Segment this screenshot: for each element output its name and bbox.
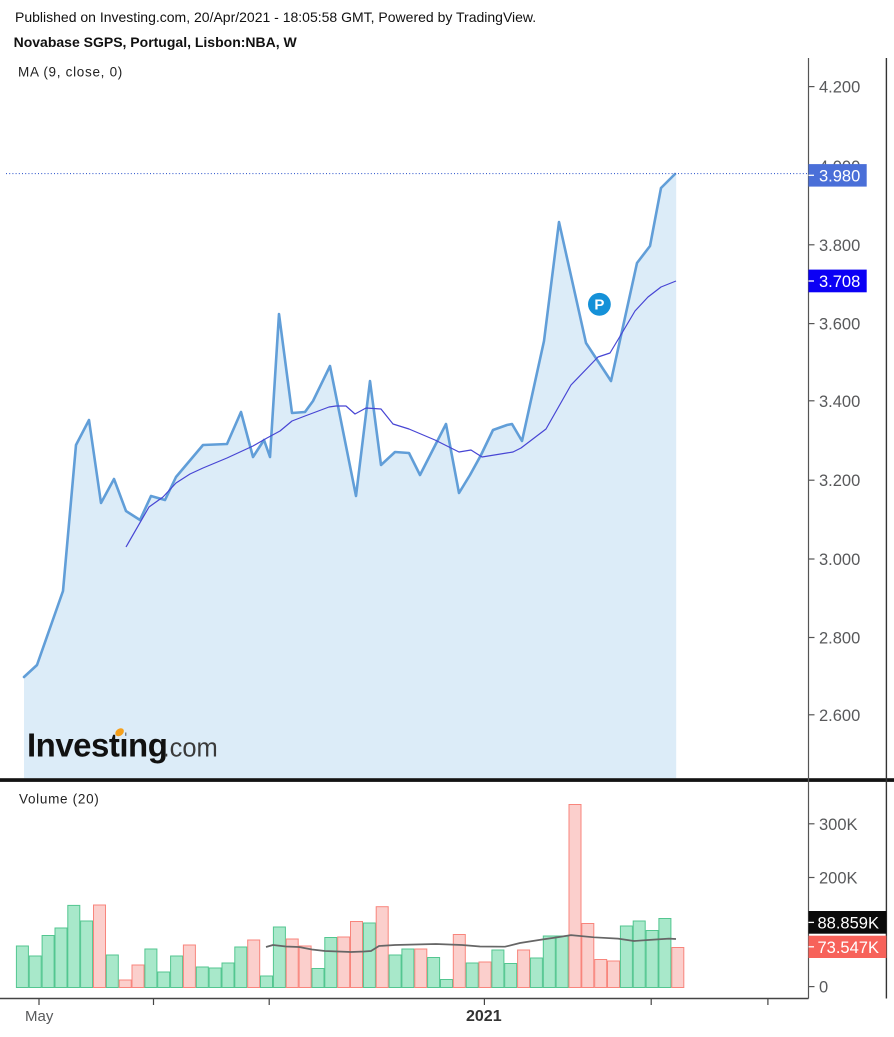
- svg-text:3.600: 3.600: [819, 316, 860, 334]
- svg-text:Volume (20): Volume (20): [19, 792, 100, 807]
- svg-text:Novabase SGPS, Portugal, Lisbo: Novabase SGPS, Portugal, Lisbon:NBA, W: [14, 34, 298, 50]
- svg-text:3.400: 3.400: [819, 393, 860, 411]
- svg-text:4.200: 4.200: [819, 79, 860, 97]
- svg-text:Published on Investing.com, 20: Published on Investing.com, 20/Apr/2021 …: [15, 9, 536, 25]
- svg-text:3.800: 3.800: [819, 237, 860, 255]
- svg-text:88.859K: 88.859K: [818, 915, 879, 933]
- svg-text:.com: .com: [163, 735, 218, 763]
- svg-text:3.708: 3.708: [819, 273, 860, 291]
- svg-text:3.000: 3.000: [819, 551, 860, 569]
- svg-text:MA (9, close, 0): MA (9, close, 0): [18, 65, 123, 80]
- svg-text:300K: 300K: [819, 816, 858, 834]
- svg-text:2.600: 2.600: [819, 707, 860, 725]
- svg-text:Investing: Investing: [27, 727, 167, 764]
- svg-text:May: May: [25, 1008, 54, 1025]
- svg-text:73.547K: 73.547K: [818, 939, 879, 957]
- svg-text:3.980: 3.980: [819, 168, 860, 186]
- svg-text:P: P: [594, 297, 604, 314]
- svg-text:200K: 200K: [819, 870, 858, 888]
- svg-text:2021: 2021: [466, 1008, 502, 1025]
- svg-text:0: 0: [819, 979, 828, 997]
- svg-text:2.800: 2.800: [819, 630, 860, 648]
- svg-text:3.200: 3.200: [819, 472, 860, 490]
